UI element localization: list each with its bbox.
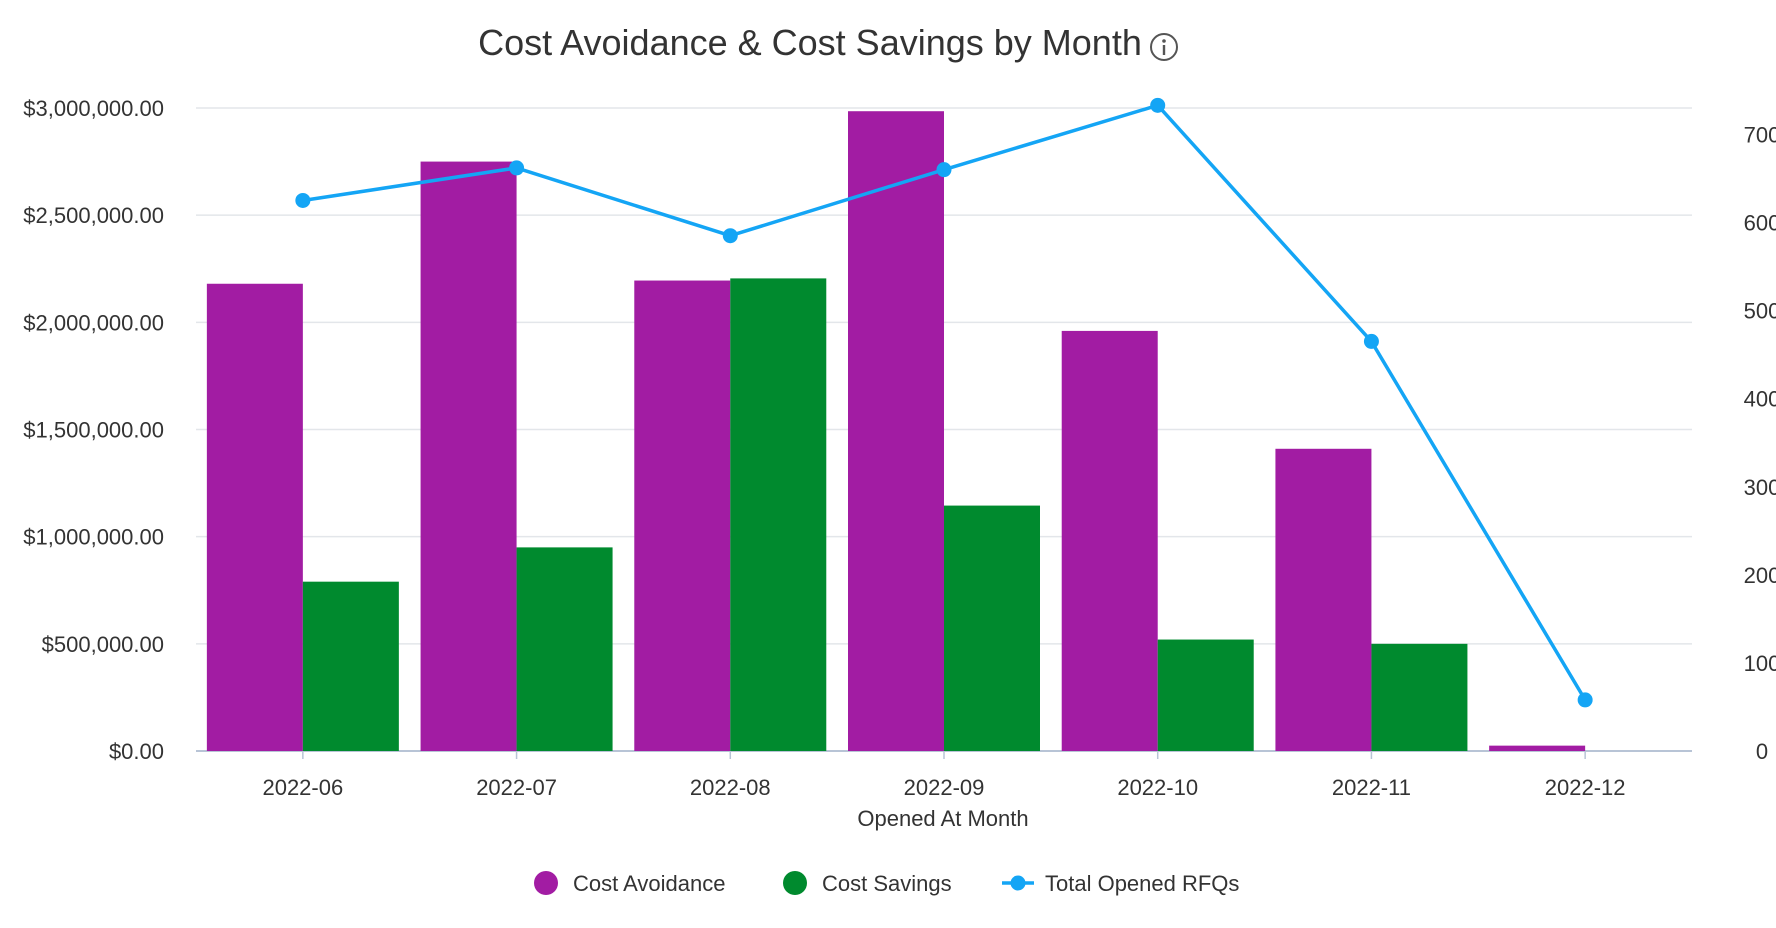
y-tick-label-right: 600 <box>1744 211 1776 236</box>
legend-label: Total Opened RFQs <box>1045 871 1239 896</box>
bar-cost-avoidance[interactable] <box>1275 448 1372 751</box>
y-tick-label-right: 700 <box>1744 122 1776 147</box>
x-tick-label: 2022-06 <box>262 775 343 800</box>
bar-cost-avoidance[interactable] <box>206 283 303 751</box>
bars <box>206 111 1586 752</box>
y-tick-label-right: 400 <box>1744 387 1776 412</box>
x-tick-label: 2022-08 <box>690 775 771 800</box>
x-tick-label: 2022-10 <box>1117 775 1198 800</box>
legend-cost-savings[interactable]: Cost Savings <box>783 871 952 896</box>
y-tick-label-right: 100 <box>1744 651 1776 676</box>
y-tick-label-left: $1,500,000.00 <box>23 418 164 443</box>
bar-cost-avoidance[interactable] <box>1061 330 1158 751</box>
x-tick-label: 2022-11 <box>1332 775 1411 800</box>
x-tick-label: 2022-07 <box>476 775 557 800</box>
y-axis-left: $0.00 $500,000.00 $1,000,000.00 $1,500,000.… <box>23 96 164 764</box>
info-icon[interactable] <box>1150 33 1178 61</box>
legend-cost-avoidance[interactable]: Cost Avoidance <box>534 871 725 896</box>
y-tick-label-left: $2,500,000.00 <box>23 203 164 228</box>
point-total-opened-rfqs[interactable] <box>722 228 738 244</box>
y-tick-label-right: 0 <box>1756 739 1768 764</box>
legend-marker <box>1010 875 1026 891</box>
legend-label: Cost Savings <box>822 871 952 896</box>
x-axis-label: Opened At Month <box>857 806 1028 831</box>
x-axis: 2022-06 2022-07 2022-08 2022-09 2022-10 2022-… <box>262 751 1626 800</box>
bar-cost-avoidance[interactable] <box>1489 745 1586 751</box>
point-total-opened-rfqs[interactable] <box>295 192 311 208</box>
x-tick-label: 2022-12 <box>1545 775 1626 800</box>
bar-cost-savings[interactable] <box>944 505 1040 751</box>
x-tick-label: 2022-09 <box>904 775 985 800</box>
legend-total-opened-rfqs[interactable]: Total Opened RFQs <box>1002 871 1239 896</box>
y-axis-right: 0 100 200 300 400 500 600 700 <box>1744 122 1776 764</box>
bar-cost-savings[interactable] <box>302 581 399 751</box>
legend: Cost Avoidance Cost Savings Total Opened R… <box>534 871 1239 896</box>
line-series <box>295 97 1593 708</box>
bar-cost-savings[interactable] <box>1157 639 1254 751</box>
legend-label: Cost Avoidance <box>573 871 725 896</box>
chart-title: Cost Avoidance & Cost Savings by Month <box>478 22 1142 63</box>
legend-marker <box>534 871 558 895</box>
bar-cost-savings[interactable] <box>516 547 613 751</box>
point-total-opened-rfqs[interactable] <box>1363 333 1379 349</box>
point-total-opened-rfqs[interactable] <box>1577 692 1593 708</box>
bar-cost-savings[interactable] <box>730 278 827 751</box>
y-tick-label-right: 500 <box>1744 299 1776 324</box>
bar-cost-avoidance[interactable] <box>420 161 517 752</box>
bar-cost-avoidance[interactable] <box>848 111 944 752</box>
y-tick-label-right: 300 <box>1744 475 1776 500</box>
bar-cost-avoidance[interactable] <box>634 280 731 751</box>
y-tick-label-left: $1,000,000.00 <box>23 525 164 550</box>
legend-marker <box>783 871 807 895</box>
y-tick-label-left: $3,000,000.00 <box>23 96 164 121</box>
y-tick-label-left: $2,000,000.00 <box>23 310 164 335</box>
point-total-opened-rfqs[interactable] <box>1150 97 1166 113</box>
y-tick-label-left: $500,000.00 <box>42 632 164 657</box>
point-total-opened-rfqs[interactable] <box>509 160 525 176</box>
point-total-opened-rfqs[interactable] <box>936 162 952 178</box>
y-tick-label-right: 200 <box>1744 563 1776 588</box>
y-tick-label-left: $0.00 <box>109 739 164 764</box>
bar-cost-savings[interactable] <box>1371 643 1468 751</box>
